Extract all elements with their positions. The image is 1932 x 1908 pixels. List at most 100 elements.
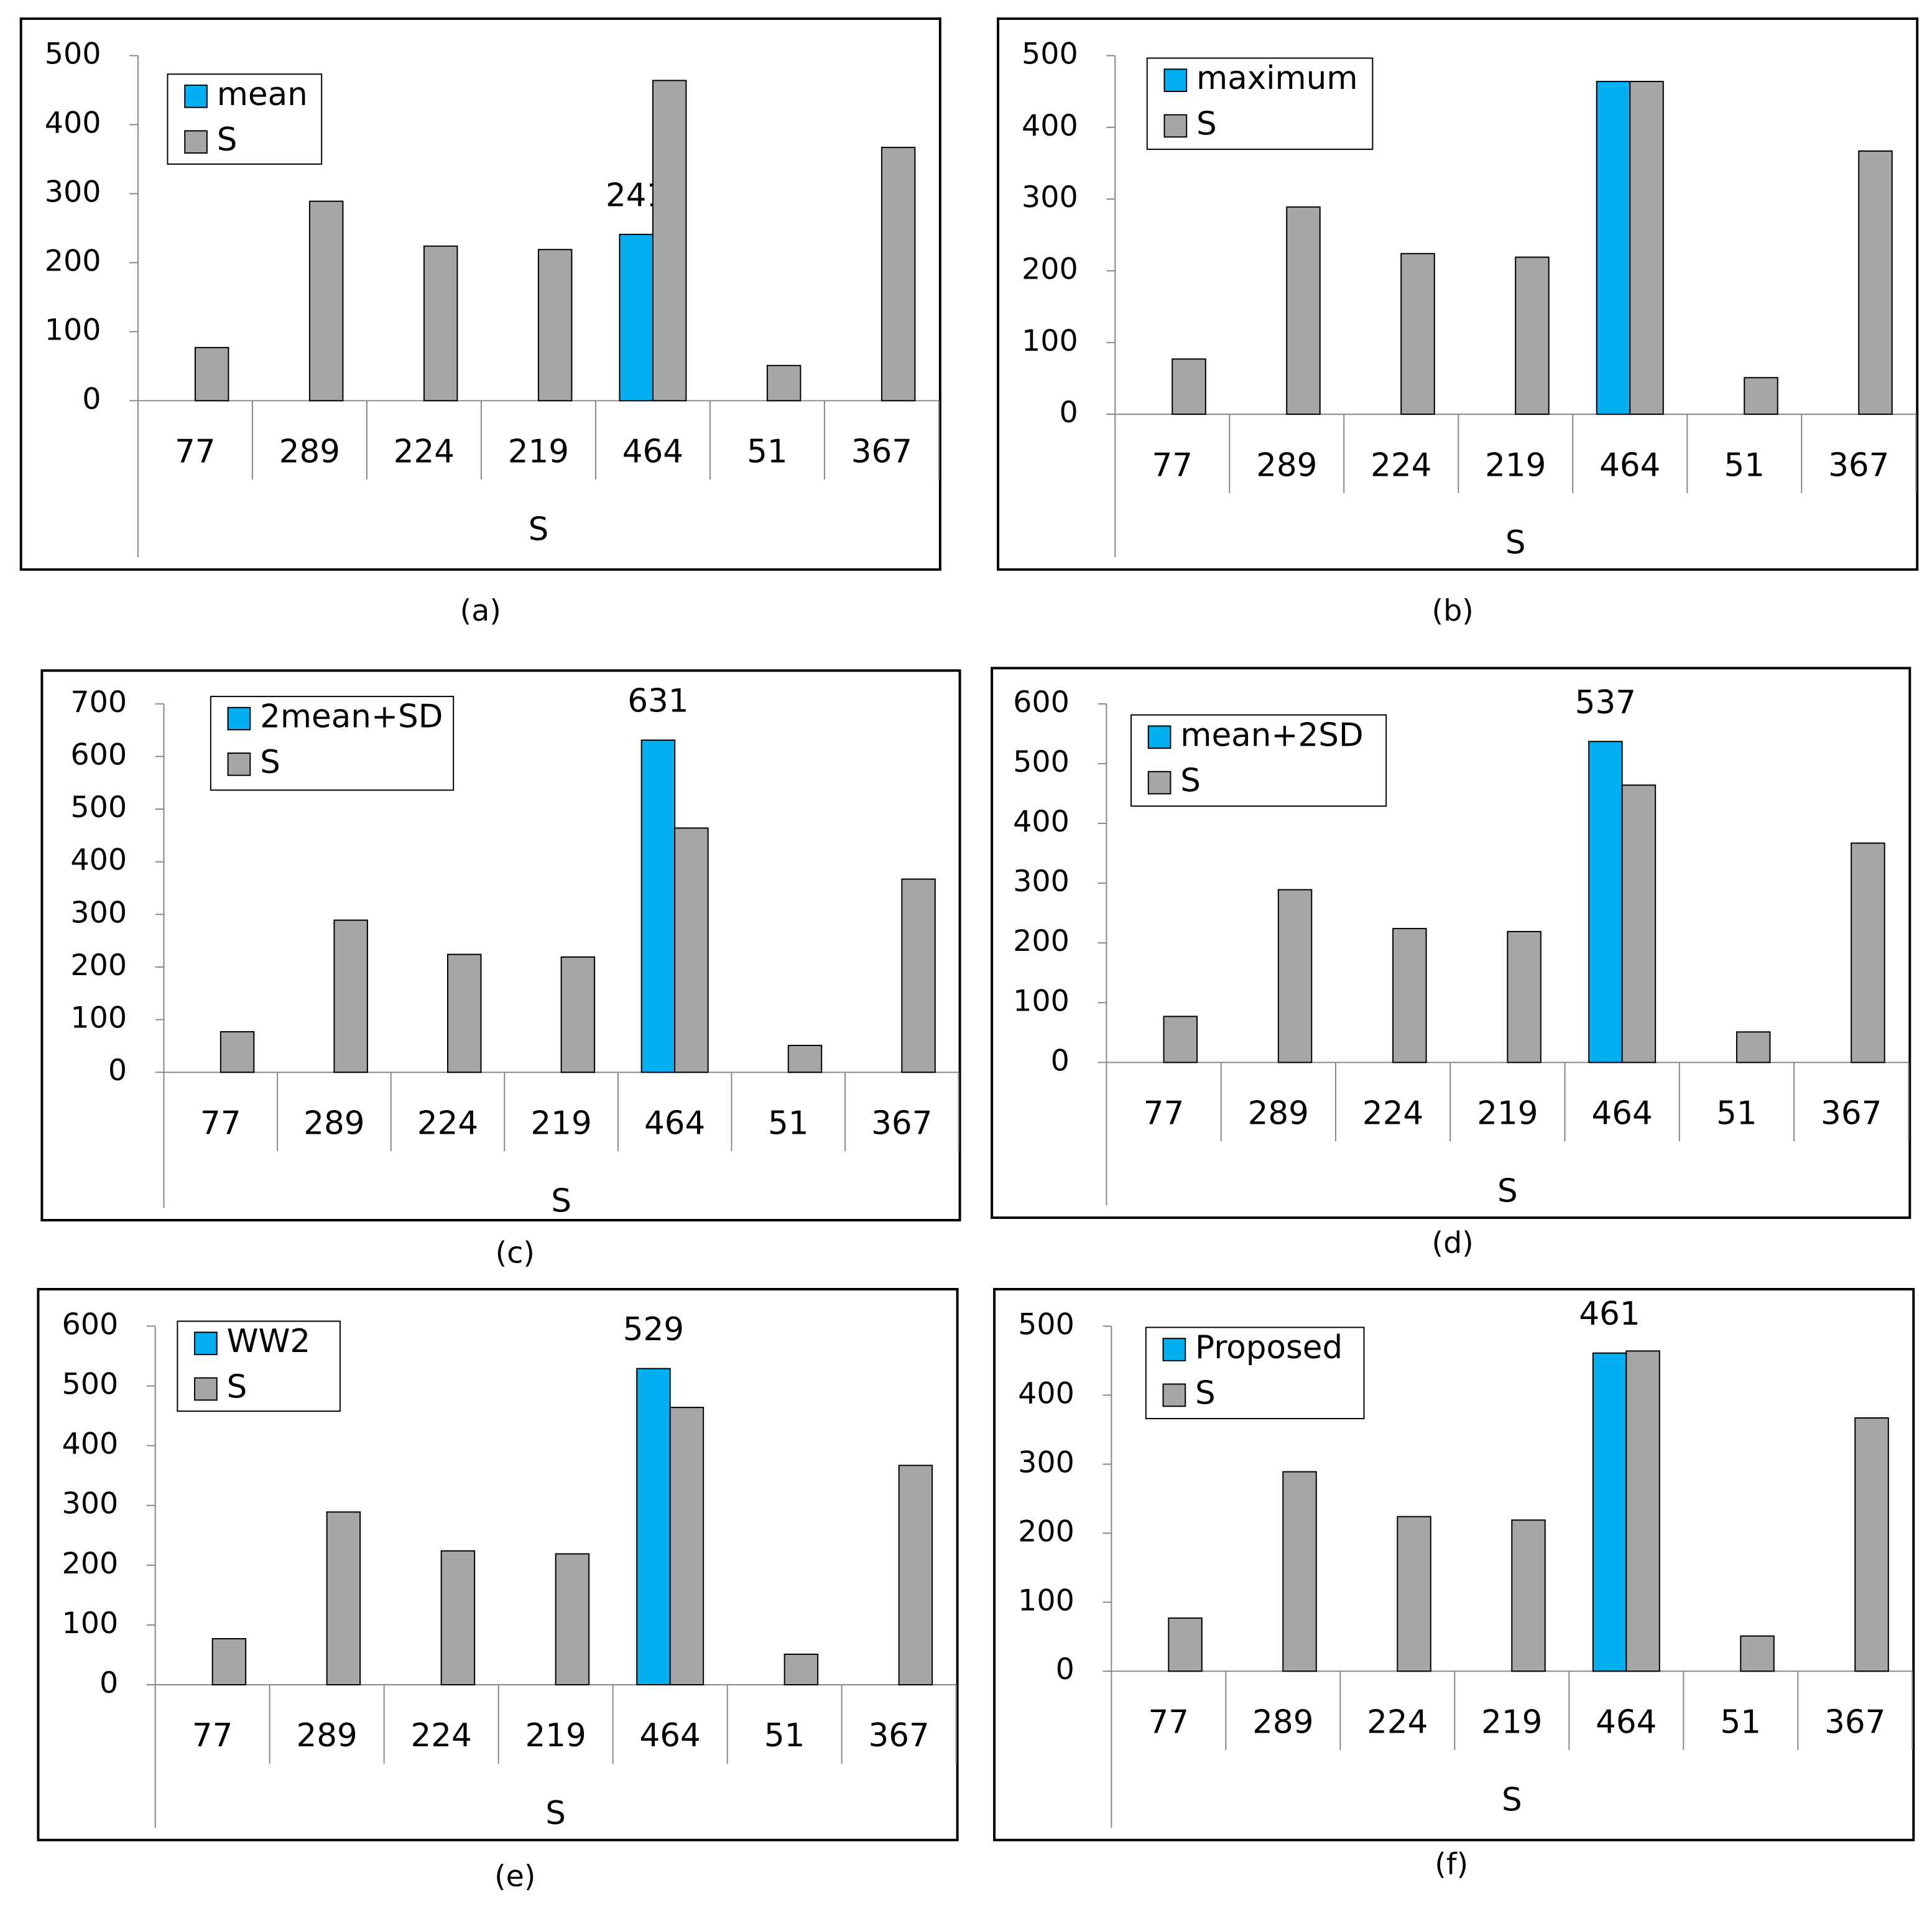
y-tick-label: 100	[62, 1606, 118, 1641]
bar	[308, 200, 344, 402]
legend-label: S	[260, 744, 280, 781]
x-tick-label: 367	[1824, 1703, 1885, 1741]
x-tick-label: 224	[1370, 447, 1431, 484]
y-tick-label: 100	[45, 313, 101, 347]
y-tick-label: 200	[70, 948, 127, 983]
legend-swatch	[194, 1377, 218, 1401]
bar	[1168, 1617, 1203, 1672]
chart-frame	[19, 17, 941, 571]
bar	[1507, 930, 1541, 1063]
y-tick-label: 300	[1013, 864, 1070, 899]
x-tick-label: 464	[639, 1717, 700, 1754]
data-label: 537	[1575, 684, 1636, 721]
y-tick-label: 100	[1022, 324, 1078, 358]
bar	[1854, 1417, 1889, 1672]
x-tick-label: 289	[1252, 1703, 1313, 1741]
x-axis-label: S	[545, 1795, 566, 1832]
bar	[1629, 81, 1664, 415]
bar	[1858, 150, 1893, 415]
bar	[640, 739, 676, 1073]
chart-frame	[993, 1287, 1915, 1841]
bar	[669, 1407, 705, 1686]
bar	[880, 147, 916, 402]
legend-swatch	[194, 1331, 218, 1355]
bar	[423, 245, 458, 402]
caption: (a)	[460, 594, 501, 628]
y-tick-label: 500	[1013, 745, 1070, 779]
x-axis-label: S	[1502, 1781, 1522, 1818]
x-tick-label: 219	[1477, 1095, 1538, 1132]
bar	[447, 953, 482, 1073]
bar	[1511, 1519, 1546, 1672]
caption: (b)	[1432, 594, 1474, 628]
bar	[1515, 256, 1550, 415]
x-tick-label: 77	[1152, 447, 1193, 484]
bar	[555, 1553, 590, 1686]
legend-label: S	[1195, 1374, 1216, 1412]
x-tick-label: 367	[1828, 447, 1889, 484]
x-tick-label: 367	[868, 1717, 929, 1754]
legend-swatch	[227, 753, 251, 776]
legend-label: S	[227, 1368, 247, 1406]
legend-label: mean	[217, 76, 308, 113]
bar	[766, 364, 802, 402]
bar	[1392, 928, 1427, 1063]
x-tick-label: 464	[1596, 1703, 1657, 1741]
y-tick-label: 0	[99, 1666, 118, 1700]
bar	[326, 1511, 361, 1686]
y-tick-label: 500	[1022, 37, 1078, 71]
y-tick-label: 500	[1018, 1307, 1075, 1341]
bar	[619, 233, 654, 402]
y-tick-label: 700	[70, 685, 127, 720]
bar	[901, 878, 936, 1073]
x-tick-label: 51	[1721, 1703, 1762, 1741]
x-tick-label: 367	[1821, 1095, 1882, 1132]
legend-swatch	[184, 130, 208, 154]
y-tick-label: 500	[45, 37, 101, 71]
x-tick-label: 464	[1591, 1095, 1652, 1132]
bar	[1400, 252, 1435, 415]
y-tick-label: 500	[62, 1368, 118, 1402]
x-tick-label: 367	[871, 1105, 932, 1142]
y-tick-label: 300	[1018, 1445, 1075, 1480]
x-tick-label: 224	[417, 1105, 478, 1142]
chart-frame	[40, 669, 961, 1221]
y-tick-label: 300	[70, 896, 127, 930]
x-tick-label: 289	[297, 1717, 358, 1754]
y-tick-label: 400	[1018, 1376, 1075, 1410]
x-tick-label: 464	[1599, 447, 1660, 484]
y-tick-label: 600	[62, 1307, 118, 1341]
bar	[220, 1031, 255, 1073]
x-tick-label: 77	[175, 433, 216, 471]
legend-label: maximum	[1196, 60, 1358, 97]
x-axis-label: S	[1497, 1172, 1518, 1210]
legend-label: mean+2SD	[1180, 716, 1363, 754]
caption: (e)	[494, 1859, 535, 1894]
caption: (d)	[1432, 1226, 1474, 1261]
bar	[1592, 1352, 1627, 1672]
legend-swatch	[1163, 114, 1188, 138]
bar	[211, 1638, 247, 1686]
y-tick-label: 300	[62, 1487, 118, 1521]
bar	[1744, 377, 1778, 415]
legend-label: S	[217, 121, 238, 159]
bar	[1625, 1350, 1660, 1672]
legend-swatch	[1163, 68, 1188, 92]
bar	[783, 1654, 819, 1686]
legend-label: Proposed	[1195, 1329, 1343, 1366]
y-tick-label: 200	[1013, 924, 1070, 958]
bar	[1596, 81, 1631, 415]
bar	[674, 827, 709, 1073]
x-tick-label: 464	[622, 433, 683, 471]
x-tick-label: 289	[303, 1105, 364, 1142]
x-tick-label: 77	[200, 1105, 241, 1142]
x-tick-label: 51	[768, 1105, 809, 1142]
legend-label: WW2	[227, 1323, 311, 1360]
chart-frame	[997, 17, 1919, 571]
chart-frame	[991, 667, 1911, 1220]
x-tick-label: 219	[1485, 447, 1546, 484]
y-tick-label: 0	[82, 382, 101, 416]
bar	[333, 919, 368, 1073]
bar	[1277, 889, 1313, 1063]
